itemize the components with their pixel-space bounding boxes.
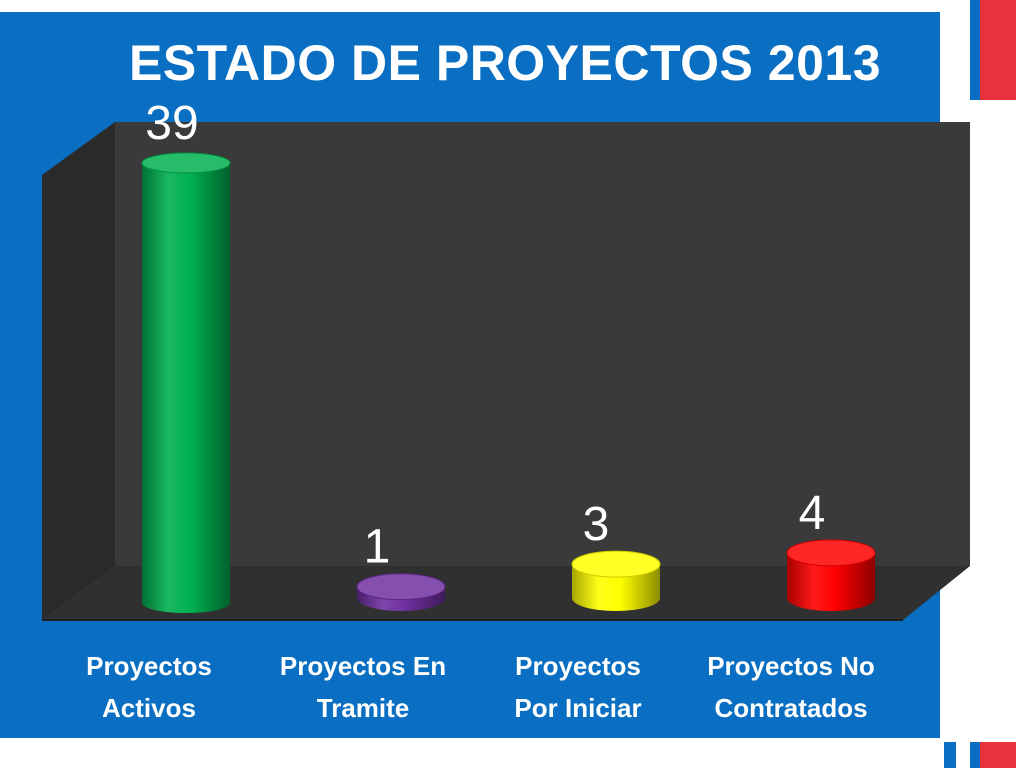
strip-blue-bottom-2 [970,742,980,768]
plot-side-wall [42,122,115,620]
category-label-1-line-2: Activos [102,693,196,723]
strip-red-bottom [980,742,1016,768]
bar-top-2 [356,573,446,601]
category-label-4-line-2: Contratados [714,693,867,723]
plot-floor [42,566,970,620]
bar-top-3 [571,550,661,578]
chart-title: ESTADO DE PROYECTOS 2013 [128,35,882,91]
category-label-2-line-1: Proyectos En [280,651,446,681]
bar-4 [787,552,875,611]
bar-top-4 [786,539,876,567]
category-label-2-line-2: Tramite [317,693,410,723]
category-label-1-line-1: Proyectos [86,651,212,681]
data-label-3: 3 [583,498,610,551]
category-label-3-line-1: Proyectos [515,651,641,681]
plot-back-wall [115,122,970,566]
strip-blue-bottom [944,742,956,768]
category-label-3-line-2: Por Iniciar [514,693,641,723]
data-label-4: 4 [799,487,826,540]
strip-blue-top [970,0,980,100]
bar-top-1 [141,152,231,174]
strip-red-top [980,0,1016,100]
category-label-4-line-1: Proyectos No [707,651,875,681]
data-label-1: 39 [145,97,198,150]
bar-1 [142,163,230,613]
data-label-2: 1 [364,521,391,574]
